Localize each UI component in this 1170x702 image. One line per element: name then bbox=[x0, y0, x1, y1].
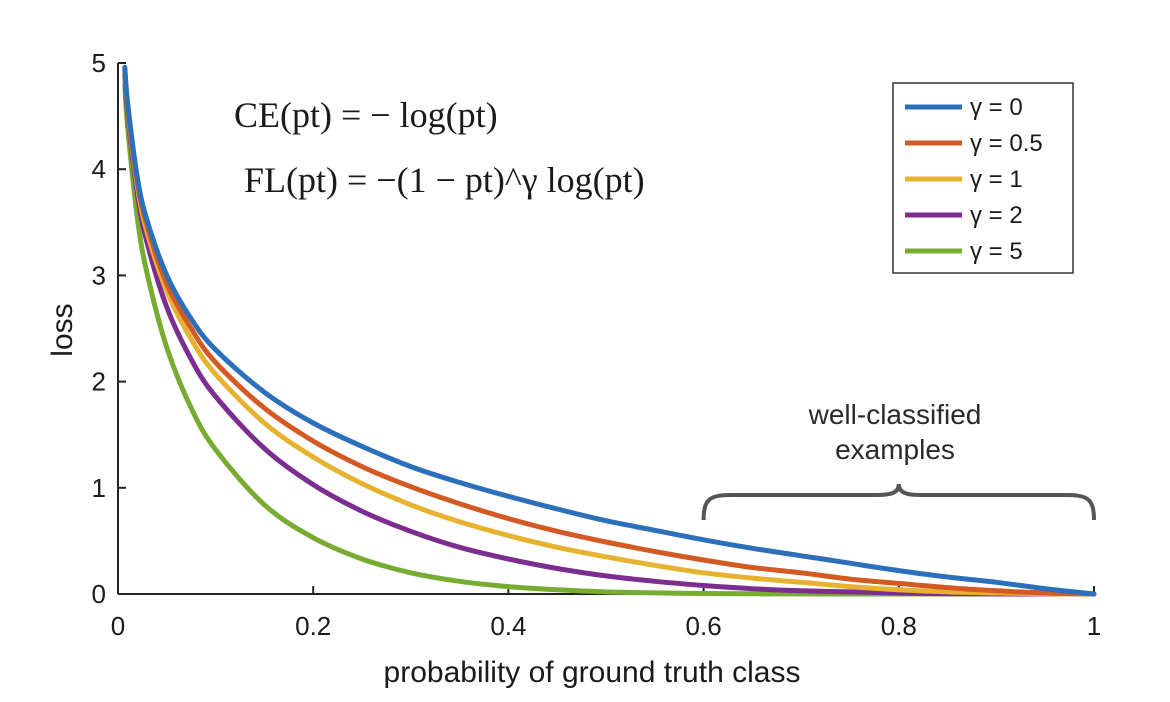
y-tick-label: 2 bbox=[92, 367, 106, 397]
series-line-gamma-0-5 bbox=[122, 66, 1097, 597]
y-tick-label: 4 bbox=[92, 154, 106, 184]
x-tick-label: 0.6 bbox=[686, 611, 722, 641]
legend-label: γ = 0.5 bbox=[970, 130, 1043, 157]
legend-label: γ = 0 bbox=[970, 94, 1023, 121]
fl-formula: FL(pt) = −(1 − pt)^γ log(pt) bbox=[244, 160, 645, 200]
axis-ticks: 0 0.2 0.4 0.6 0.8 1 0 1 2 3 4 5 bbox=[92, 48, 1102, 641]
x-tick-label: 0.2 bbox=[295, 611, 331, 641]
series-line-gamma-1 bbox=[122, 67, 1097, 597]
ce-formula: CE(pt) = − log(pt) bbox=[234, 95, 498, 135]
loss-curves bbox=[122, 64, 1097, 597]
annotation-line-2: examples bbox=[835, 434, 955, 465]
annotation-brace bbox=[701, 483, 1096, 521]
y-tick-label: 3 bbox=[92, 260, 106, 290]
series-line-gamma-2 bbox=[122, 72, 1097, 597]
x-tick-label: 0.8 bbox=[881, 611, 917, 641]
legend-label: γ = 2 bbox=[970, 202, 1023, 229]
formula-block: CE(pt) = − log(pt) FL(pt) = −(1 − pt)^γ … bbox=[234, 95, 645, 200]
y-tick-label: 5 bbox=[92, 48, 106, 78]
x-axis-title: probability of ground truth class bbox=[384, 656, 801, 689]
legend-label: γ = 1 bbox=[970, 166, 1023, 193]
annotation-line-1: well-classified bbox=[808, 399, 982, 430]
y-axis-title: loss bbox=[46, 303, 79, 356]
y-tick-label: 0 bbox=[92, 579, 106, 609]
well-classified-annotation: well-classified examples bbox=[701, 399, 1096, 521]
series-line-gamma-0 bbox=[122, 64, 1097, 597]
x-tick-label: 0 bbox=[111, 611, 125, 641]
y-tick-label: 1 bbox=[92, 473, 106, 503]
legend: γ = 0 γ = 0.5 γ = 1 γ = 2 γ = 5 bbox=[892, 82, 1074, 274]
legend-label: γ = 5 bbox=[970, 238, 1023, 265]
x-tick-label: 0.4 bbox=[490, 611, 526, 641]
x-tick-label: 1 bbox=[1087, 611, 1101, 641]
